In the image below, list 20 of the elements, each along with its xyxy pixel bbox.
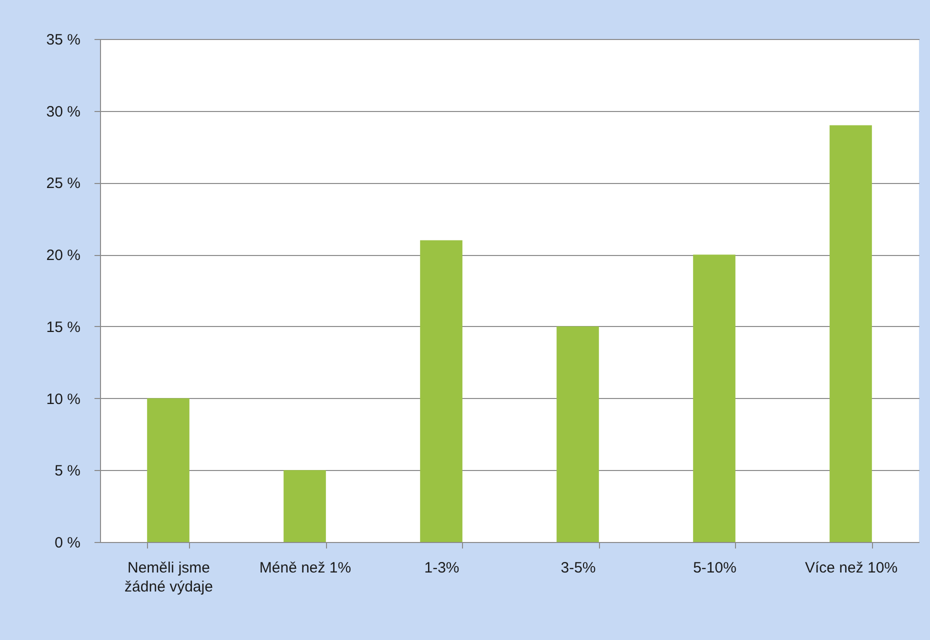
bar [830,125,872,542]
bar [693,254,736,542]
y-tick-label: 10 % [46,390,80,408]
bar [284,470,326,542]
y-tick-label: 35 % [46,32,80,48]
bar [420,240,462,542]
bar [556,326,599,542]
bar [147,398,190,542]
y-tick-label: 5 % [54,462,80,480]
x-tick-label: 1-3% [424,560,460,576]
x-tick-label: Více než 10% [804,560,898,576]
y-tick-label: 15 % [46,318,80,336]
y-tick-label: 25 % [46,175,80,192]
x-tick-label: Méně než 1% [259,560,352,576]
x-tick-label: 5-10% [693,560,736,576]
y-tick-label: 0 % [54,534,80,552]
x-tick-label: Neměli jsme žádné výdaje [124,560,213,596]
y-tick-label: 30 % [46,103,80,120]
y-tick-label: 20 % [46,247,80,264]
x-tick-label: 3-5% [560,560,596,576]
